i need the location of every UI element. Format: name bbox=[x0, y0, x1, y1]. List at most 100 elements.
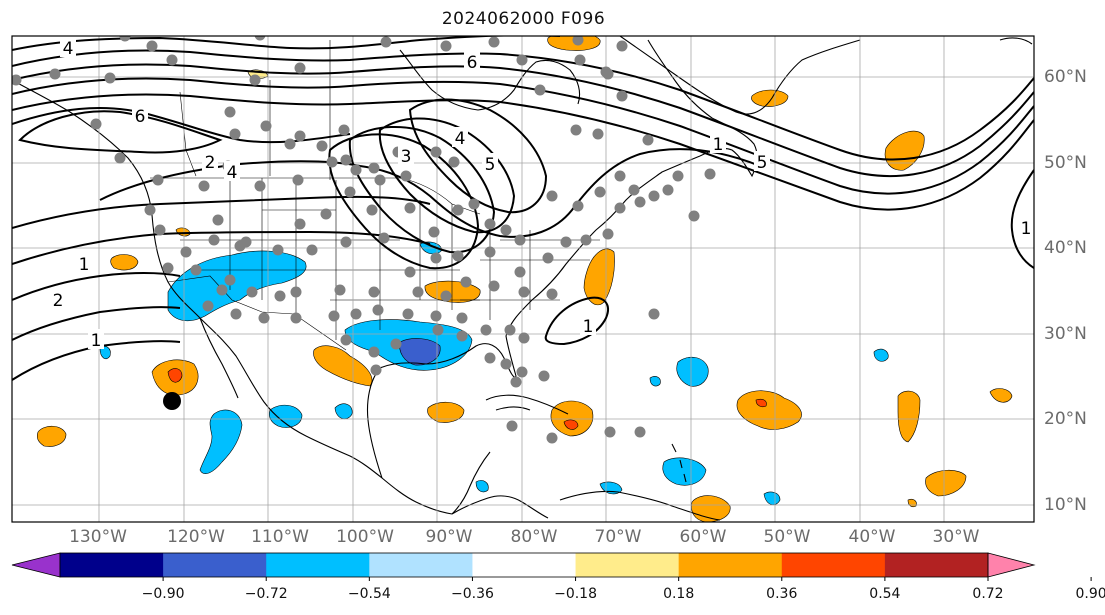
station-marker bbox=[326, 156, 338, 168]
positive-anomaly-greenland-south bbox=[751, 89, 789, 107]
colorbar-tick-label: 0.54 bbox=[869, 586, 901, 602]
station-marker bbox=[328, 310, 340, 322]
contour-label: 6 bbox=[467, 53, 478, 73]
longitude-label: 110°W bbox=[251, 527, 309, 547]
station-marker bbox=[404, 202, 416, 214]
station-marker bbox=[504, 324, 516, 336]
station-marker bbox=[570, 124, 582, 136]
station-marker bbox=[350, 164, 362, 176]
contour-label-background bbox=[50, 289, 66, 309]
station-marker bbox=[380, 36, 392, 48]
plot-frame bbox=[11, 35, 1035, 523]
plot-background bbox=[12, 36, 1034, 522]
positive-anomaly-eastatlantic-2 bbox=[989, 388, 1013, 403]
station-marker bbox=[166, 54, 178, 66]
colorbar-segment bbox=[472, 553, 577, 577]
longitude-label: 50°W bbox=[763, 527, 811, 547]
station-marker bbox=[274, 290, 286, 302]
colorbar-tick-label: −0.54 bbox=[347, 586, 391, 602]
positive-anomaly-pacific-west bbox=[36, 425, 67, 447]
station-marker bbox=[488, 36, 500, 48]
station-marker bbox=[162, 262, 174, 274]
station-markers bbox=[12, 36, 716, 444]
station-marker bbox=[152, 174, 164, 186]
station-marker bbox=[546, 288, 558, 300]
station-marker bbox=[500, 224, 512, 236]
station-marker bbox=[292, 174, 304, 186]
station-marker bbox=[614, 202, 626, 214]
station-marker bbox=[284, 138, 296, 150]
station-marker bbox=[49, 68, 61, 80]
iceland bbox=[999, 37, 1033, 45]
positive-anomaly-pacific-core bbox=[167, 368, 183, 383]
station-marker bbox=[546, 432, 558, 444]
anomaly-shading bbox=[36, 36, 1013, 522]
latitude-label: 40°N bbox=[1044, 238, 1087, 258]
station-marker bbox=[260, 120, 272, 132]
station-marker bbox=[546, 190, 558, 202]
station-marker bbox=[154, 224, 166, 236]
latitude-label: 60°N bbox=[1044, 67, 1087, 87]
contour-label: 4 bbox=[455, 129, 466, 149]
station-marker bbox=[378, 232, 390, 244]
hudson-bay bbox=[399, 49, 581, 111]
station-marker bbox=[374, 174, 386, 186]
latitude-label: 20°N bbox=[1044, 409, 1087, 429]
station-marker bbox=[368, 346, 380, 358]
station-marker bbox=[340, 334, 352, 346]
longitude-label: 120°W bbox=[167, 527, 225, 547]
station-marker bbox=[430, 146, 442, 158]
station-marker bbox=[634, 196, 646, 208]
station-marker bbox=[460, 276, 472, 288]
colorbar-segment bbox=[266, 553, 370, 577]
station-marker bbox=[516, 54, 528, 66]
colorbar-segment bbox=[369, 553, 473, 577]
station-marker bbox=[514, 266, 526, 278]
contour-label: 1 bbox=[583, 317, 594, 337]
station-marker bbox=[258, 312, 270, 324]
station-marker bbox=[452, 250, 464, 262]
highlight-marker bbox=[163, 392, 181, 410]
station-marker bbox=[484, 352, 496, 364]
station-marker bbox=[538, 370, 550, 382]
colorbar-frame bbox=[59, 552, 989, 578]
station-marker bbox=[119, 36, 131, 42]
station-marker bbox=[104, 72, 116, 84]
longitude-label: 60°W bbox=[679, 527, 727, 547]
negative-anomaly-small-2 bbox=[334, 403, 353, 420]
station-marker bbox=[600, 66, 612, 78]
station-marker bbox=[452, 204, 464, 216]
contour-label: 4 bbox=[227, 163, 238, 183]
colorbar-segment bbox=[884, 553, 989, 577]
station-marker bbox=[456, 312, 468, 324]
latitude-label: 30°N bbox=[1044, 324, 1087, 344]
station-marker bbox=[208, 234, 220, 246]
station-marker bbox=[428, 226, 440, 238]
station-marker bbox=[290, 312, 302, 324]
station-marker bbox=[688, 210, 700, 222]
station-marker bbox=[704, 168, 716, 180]
station-marker bbox=[224, 106, 236, 118]
station-marker bbox=[572, 200, 584, 212]
station-marker bbox=[372, 304, 384, 316]
contour-label: 2 bbox=[205, 153, 216, 173]
station-marker bbox=[334, 284, 346, 296]
negative-anomaly-small-4 bbox=[763, 491, 781, 506]
colorbar-tick-label: 0.36 bbox=[766, 586, 798, 602]
positive-anomaly-texas bbox=[313, 345, 373, 387]
station-marker bbox=[440, 290, 452, 302]
station-marker bbox=[146, 40, 158, 52]
station-marker bbox=[350, 308, 362, 320]
station-marker bbox=[648, 190, 660, 202]
station-marker bbox=[340, 236, 352, 248]
negative-anomaly-small-5 bbox=[475, 480, 489, 493]
contour-label: 6 bbox=[135, 107, 146, 127]
station-marker bbox=[229, 128, 241, 140]
negative-anomaly-atlantic-1 bbox=[676, 356, 709, 387]
colorbar-segment bbox=[163, 553, 267, 577]
colorbar bbox=[11, 552, 1092, 581]
contour-label: 1 bbox=[1021, 219, 1032, 239]
station-marker bbox=[402, 308, 414, 320]
station-marker bbox=[12, 74, 22, 86]
latitude-label: 10°N bbox=[1044, 495, 1087, 515]
